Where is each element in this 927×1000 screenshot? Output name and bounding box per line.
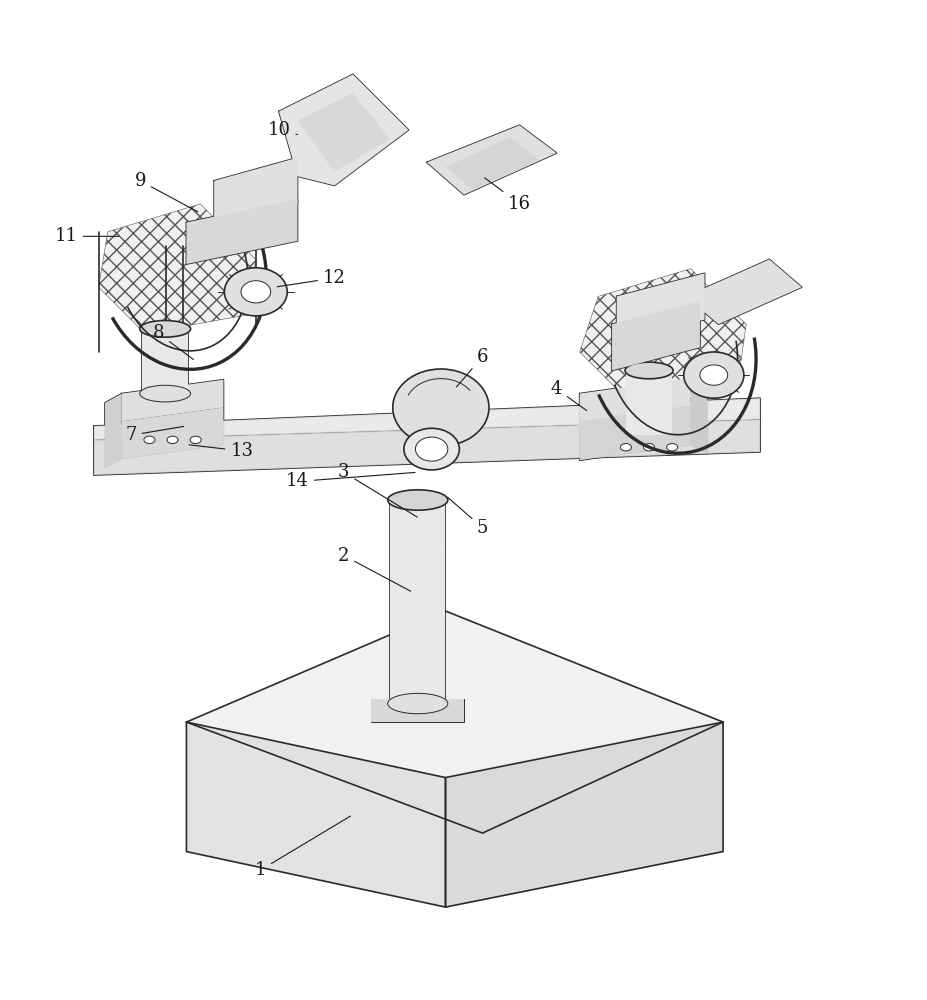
Polygon shape xyxy=(690,378,706,454)
Polygon shape xyxy=(121,407,223,458)
Text: 12: 12 xyxy=(277,269,346,287)
Polygon shape xyxy=(426,125,556,195)
Polygon shape xyxy=(186,199,298,264)
Polygon shape xyxy=(445,722,722,907)
Polygon shape xyxy=(98,204,256,333)
Ellipse shape xyxy=(387,693,448,714)
Polygon shape xyxy=(612,301,699,370)
Ellipse shape xyxy=(241,281,271,303)
Polygon shape xyxy=(186,611,722,833)
Polygon shape xyxy=(579,378,690,421)
Polygon shape xyxy=(685,259,801,324)
Ellipse shape xyxy=(619,444,630,451)
Text: 7: 7 xyxy=(125,426,184,444)
Ellipse shape xyxy=(683,352,743,398)
Ellipse shape xyxy=(666,444,677,451)
Ellipse shape xyxy=(415,437,448,461)
Polygon shape xyxy=(298,93,389,172)
Ellipse shape xyxy=(403,428,459,470)
Text: 6: 6 xyxy=(456,348,488,387)
Ellipse shape xyxy=(140,385,190,402)
Text: 14: 14 xyxy=(286,472,414,490)
Polygon shape xyxy=(142,329,188,394)
Polygon shape xyxy=(121,380,223,421)
Ellipse shape xyxy=(642,444,654,451)
Text: 16: 16 xyxy=(484,178,530,213)
Ellipse shape xyxy=(140,321,190,337)
Polygon shape xyxy=(371,699,464,722)
Polygon shape xyxy=(186,722,445,907)
Text: 5: 5 xyxy=(447,497,488,537)
Polygon shape xyxy=(616,273,704,343)
Text: 2: 2 xyxy=(337,547,411,591)
Text: 10: 10 xyxy=(267,121,298,139)
Text: 4: 4 xyxy=(551,380,586,410)
Text: 1: 1 xyxy=(254,816,350,879)
Polygon shape xyxy=(445,137,538,190)
Ellipse shape xyxy=(387,490,448,510)
Polygon shape xyxy=(279,74,408,185)
Text: 8: 8 xyxy=(153,324,193,360)
Polygon shape xyxy=(389,500,445,713)
Ellipse shape xyxy=(144,436,155,444)
Polygon shape xyxy=(579,406,690,460)
Polygon shape xyxy=(579,269,745,407)
Polygon shape xyxy=(625,370,671,435)
Ellipse shape xyxy=(190,436,201,444)
Ellipse shape xyxy=(624,362,672,379)
Ellipse shape xyxy=(224,268,287,316)
Text: 11: 11 xyxy=(55,227,119,245)
Ellipse shape xyxy=(699,365,727,385)
Polygon shape xyxy=(94,420,759,475)
Text: 9: 9 xyxy=(134,172,197,212)
Ellipse shape xyxy=(392,369,489,446)
Polygon shape xyxy=(94,398,759,440)
Ellipse shape xyxy=(167,436,178,444)
Text: 3: 3 xyxy=(337,463,417,517)
Text: 13: 13 xyxy=(189,442,253,460)
Polygon shape xyxy=(214,158,298,227)
Polygon shape xyxy=(105,394,121,468)
